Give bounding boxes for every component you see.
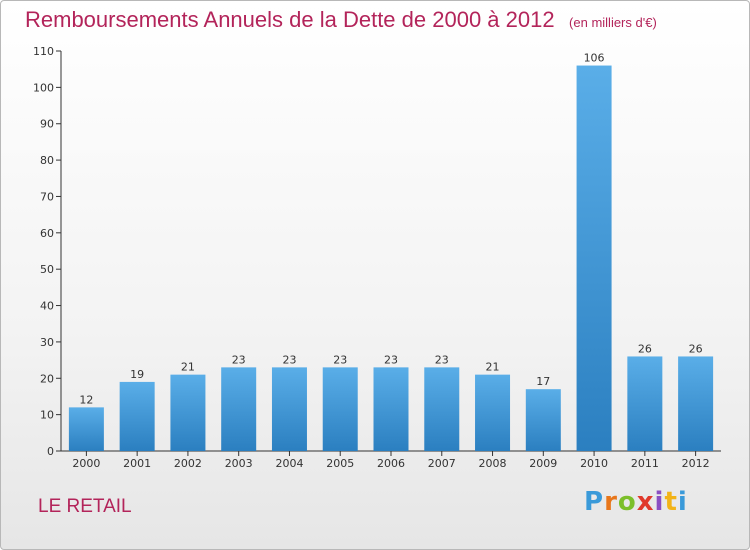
y-tick-label: 40	[40, 300, 54, 313]
data-label: 17	[536, 375, 550, 388]
chart-title-row: Remboursements Annuels de la Dette de 20…	[25, 7, 657, 33]
data-label: 106	[584, 52, 605, 65]
bar	[170, 374, 206, 451]
x-tick-label: 2007	[428, 457, 456, 470]
data-label: 26	[638, 342, 652, 355]
data-label: 21	[181, 361, 195, 374]
logo-letter: o	[617, 487, 637, 517]
data-label: 23	[384, 353, 398, 366]
data-label: 23	[232, 353, 246, 366]
x-tick-label: 2000	[72, 457, 100, 470]
x-tick-label: 2003	[225, 457, 253, 470]
x-tick-label: 2006	[377, 457, 405, 470]
bar	[424, 367, 460, 451]
bar	[475, 374, 511, 451]
y-tick-label: 30	[40, 336, 54, 349]
bar	[221, 367, 257, 451]
x-tick-label: 2001	[123, 457, 151, 470]
y-tick-label: 60	[40, 227, 54, 240]
bar	[525, 389, 561, 451]
x-tick-label: 2002	[174, 457, 202, 470]
bar	[373, 367, 409, 451]
logo-letter: P	[584, 487, 605, 517]
x-tick-label: 2008	[479, 457, 507, 470]
y-tick-label: 110	[33, 45, 54, 58]
y-tick-label: 50	[40, 263, 54, 276]
logo-letter: x	[636, 487, 655, 517]
commune-name: LE RETAIL	[38, 496, 132, 517]
x-tick-label: 2004	[275, 457, 303, 470]
x-tick-label: 2009	[529, 457, 557, 470]
logo-letter: i	[654, 487, 665, 517]
y-tick-label: 90	[40, 118, 54, 131]
y-tick-label: 70	[40, 190, 54, 203]
proxiti-logo: Proxiti	[584, 487, 688, 517]
y-tick-label: 80	[40, 154, 54, 167]
bar	[271, 367, 307, 451]
logo-letter: t	[664, 487, 678, 517]
bar	[678, 356, 714, 451]
bar	[68, 407, 104, 451]
logo-letter: r	[604, 487, 618, 517]
bar	[627, 356, 663, 451]
data-label: 21	[486, 361, 500, 374]
chart-title: Remboursements Annuels de la Dette de 20…	[25, 7, 555, 32]
y-tick-label: 20	[40, 372, 54, 385]
y-tick-label: 0	[47, 445, 54, 458]
unit-label: (en milliers d'€)	[569, 15, 657, 30]
logo-letter: i	[677, 487, 688, 517]
data-label: 23	[333, 353, 347, 366]
x-tick-label: 2010	[580, 457, 608, 470]
x-tick-label: 2005	[326, 457, 354, 470]
y-tick-label: 100	[33, 81, 54, 94]
data-label: 26	[689, 342, 703, 355]
data-label: 12	[79, 393, 93, 406]
bar	[576, 65, 612, 451]
y-tick-label: 10	[40, 409, 54, 422]
data-label: 19	[130, 368, 144, 381]
x-tick-label: 2011	[631, 457, 659, 470]
x-tick-label: 2012	[682, 457, 710, 470]
data-label: 23	[435, 353, 449, 366]
bar	[119, 381, 155, 451]
bar	[322, 367, 358, 451]
data-label: 23	[282, 353, 296, 366]
